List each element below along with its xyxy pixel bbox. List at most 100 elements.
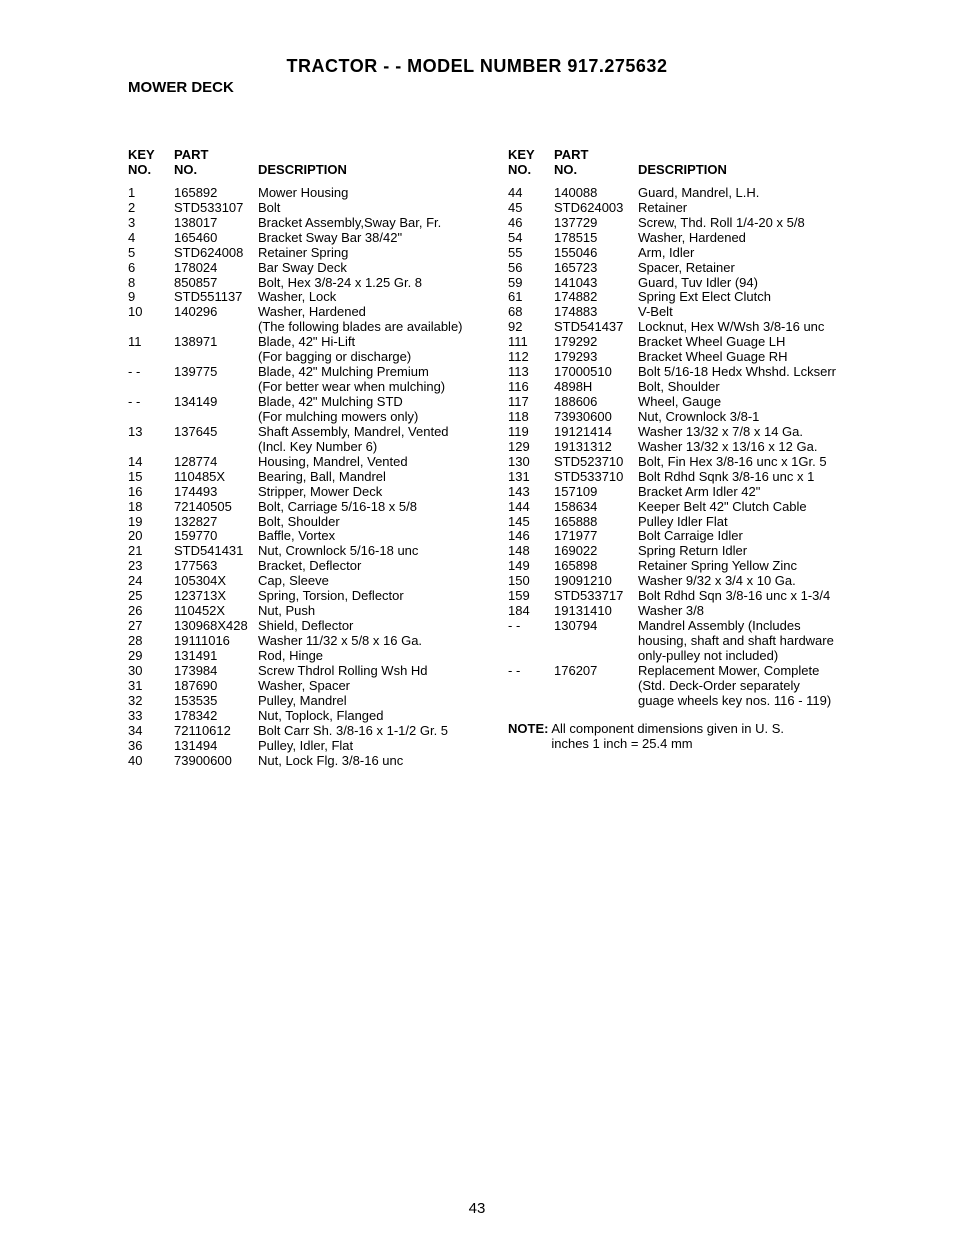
cell-key: - - bbox=[508, 664, 554, 709]
cell-desc: Stripper, Mower Deck bbox=[258, 485, 500, 500]
cell-desc: Housing, Mandrel, Vented bbox=[258, 455, 500, 470]
cell-key: 149 bbox=[508, 559, 554, 574]
parts-column-left: KEY NO. PART NO. DESCRIPTION 1165892Mowe… bbox=[128, 148, 500, 768]
cell-desc: Nut, Crownlock 5/16-18 unc bbox=[258, 544, 500, 559]
header-desc-label: DESCRIPTION bbox=[258, 162, 347, 177]
cell-part: 137729 bbox=[554, 216, 638, 231]
header-key-line2: NO. bbox=[508, 162, 531, 177]
cell-part: 130794 bbox=[554, 619, 638, 664]
cell-key: 129 bbox=[508, 440, 554, 455]
cell-desc: Washer, Lock bbox=[258, 290, 500, 305]
cell-desc: V-Belt bbox=[638, 305, 888, 320]
cell-key: 14 bbox=[128, 455, 174, 470]
header-part: PART NO. bbox=[174, 148, 258, 178]
cell-key: 61 bbox=[508, 290, 554, 305]
table-row: 6178024Bar Sway Deck bbox=[128, 261, 500, 276]
cell-part: 165723 bbox=[554, 261, 638, 276]
cell-part: 165460 bbox=[174, 231, 258, 246]
table-row: 3138017Bracket Assembly,Sway Bar, Fr. bbox=[128, 216, 500, 231]
cell-part: 132827 bbox=[174, 515, 258, 530]
cell-desc: Pulley, Mandrel bbox=[258, 694, 500, 709]
cell-part: 110452X bbox=[174, 604, 258, 619]
cell-part: 123713X bbox=[174, 589, 258, 604]
table-row: 1872140505Bolt, Carriage 5/16-18 x 5/8 bbox=[128, 500, 500, 515]
cell-key: 113 bbox=[508, 365, 554, 380]
cell-part: 19091210 bbox=[554, 574, 638, 589]
cell-key: 45 bbox=[508, 201, 554, 216]
cell-desc: Washer, Spacer bbox=[258, 679, 500, 694]
cell-key: 117 bbox=[508, 395, 554, 410]
note-text-line1: All component dimensions given in U. S. bbox=[551, 721, 784, 736]
cell-part: STD541431 bbox=[174, 544, 258, 559]
cell-key: 34 bbox=[128, 724, 174, 739]
cell-part: STD541437 bbox=[554, 320, 638, 335]
cell-key: 130 bbox=[508, 455, 554, 470]
column-header: KEY NO. PART NO. DESCRIPTION bbox=[128, 148, 500, 178]
cell-key: 145 bbox=[508, 515, 554, 530]
cell-desc: Guard, Mandrel, L.H. bbox=[638, 186, 888, 201]
cell-key: 146 bbox=[508, 529, 554, 544]
cell-desc: Bracket Wheel Guage LH bbox=[638, 335, 888, 350]
cell-key: 18 bbox=[128, 500, 174, 515]
cell-key: - - bbox=[128, 395, 174, 425]
note: NOTE: All component dimensions given in … bbox=[508, 721, 888, 752]
cell-desc: Nut, Toplock, Flanged bbox=[258, 709, 500, 724]
cell-key: 23 bbox=[128, 559, 174, 574]
cell-key: 27 bbox=[128, 619, 174, 634]
cell-key: 33 bbox=[128, 709, 174, 724]
cell-key: 29 bbox=[128, 649, 174, 664]
table-row: 29131491Rod, Hinge bbox=[128, 649, 500, 664]
cell-desc: Bar Sway Deck bbox=[258, 261, 500, 276]
cell-part: 174883 bbox=[554, 305, 638, 320]
cell-desc: Pulley Idler Flat bbox=[638, 515, 888, 530]
cell-desc: Baffle, Vortex bbox=[258, 529, 500, 544]
cell-part: 72110612 bbox=[174, 724, 258, 739]
cell-key: 92 bbox=[508, 320, 554, 335]
cell-desc: Bracket Wheel Guage RH bbox=[638, 350, 888, 365]
cell-part: 140296 bbox=[174, 305, 258, 335]
cell-part: 153535 bbox=[174, 694, 258, 709]
table-row: 1165892Mower Housing bbox=[128, 186, 500, 201]
cell-part: 169022 bbox=[554, 544, 638, 559]
table-row: 59141043Guard, Tuv Idler (94) bbox=[508, 276, 888, 291]
table-row: 24105304XCap, Sleeve bbox=[128, 574, 500, 589]
cell-key: 1 bbox=[128, 186, 174, 201]
cell-desc: Locknut, Hex W/Wsh 3/8-16 unc bbox=[638, 320, 888, 335]
cell-key: 6 bbox=[128, 261, 174, 276]
table-row: 5STD624008Retainer Spring bbox=[128, 246, 500, 261]
cell-desc: Washer 13/32 x 7/8 x 14 Ga. bbox=[638, 425, 888, 440]
table-row: 117188606Wheel, Gauge bbox=[508, 395, 888, 410]
cell-desc: Spring Return Idler bbox=[638, 544, 888, 559]
cell-key: 30 bbox=[128, 664, 174, 679]
cell-key: 25 bbox=[128, 589, 174, 604]
table-row: 10140296Washer, Hardened (The following … bbox=[128, 305, 500, 335]
page-subtitle: MOWER DECK bbox=[128, 79, 906, 96]
cell-key: 2 bbox=[128, 201, 174, 216]
table-row: 4073900600Nut, Lock Flg. 3/8-16 unc bbox=[128, 754, 500, 769]
table-row: - -139775Blade, 42" Mulching Premium (Fo… bbox=[128, 365, 500, 395]
cell-part: 19131312 bbox=[554, 440, 638, 455]
cell-part: 140088 bbox=[554, 186, 638, 201]
cell-key: 26 bbox=[128, 604, 174, 619]
cell-key: 131 bbox=[508, 470, 554, 485]
cell-part: 19131410 bbox=[554, 604, 638, 619]
cell-desc: Spacer, Retainer bbox=[638, 261, 888, 276]
table-row: 112179293Bracket Wheel Guage RH bbox=[508, 350, 888, 365]
cell-part: 139775 bbox=[174, 365, 258, 395]
table-row: 144158634Keeper Belt 42" Clutch Cable bbox=[508, 500, 888, 515]
table-row: 46137729Screw, Thd. Roll 1/4-20 x 5/8 bbox=[508, 216, 888, 231]
header-key: KEY NO. bbox=[508, 148, 554, 178]
table-row: 11873930600Nut, Crownlock 3/8-1 bbox=[508, 410, 888, 425]
header-desc: DESCRIPTION bbox=[258, 148, 500, 178]
header-part-line1: PART bbox=[554, 147, 588, 162]
table-row: 56165723Spacer, Retainer bbox=[508, 261, 888, 276]
table-row: 11138971Blade, 42" Hi-Lift (For bagging … bbox=[128, 335, 500, 365]
cell-key: 68 bbox=[508, 305, 554, 320]
table-row: 55155046Arm, Idler bbox=[508, 246, 888, 261]
cell-key: 143 bbox=[508, 485, 554, 500]
cell-part: 138971 bbox=[174, 335, 258, 365]
note-text-line2: inches 1 inch = 25.4 mm bbox=[551, 736, 692, 751]
header-part-line1: PART bbox=[174, 147, 208, 162]
cell-part: 176207 bbox=[554, 664, 638, 709]
header-key-line2: NO. bbox=[128, 162, 151, 177]
